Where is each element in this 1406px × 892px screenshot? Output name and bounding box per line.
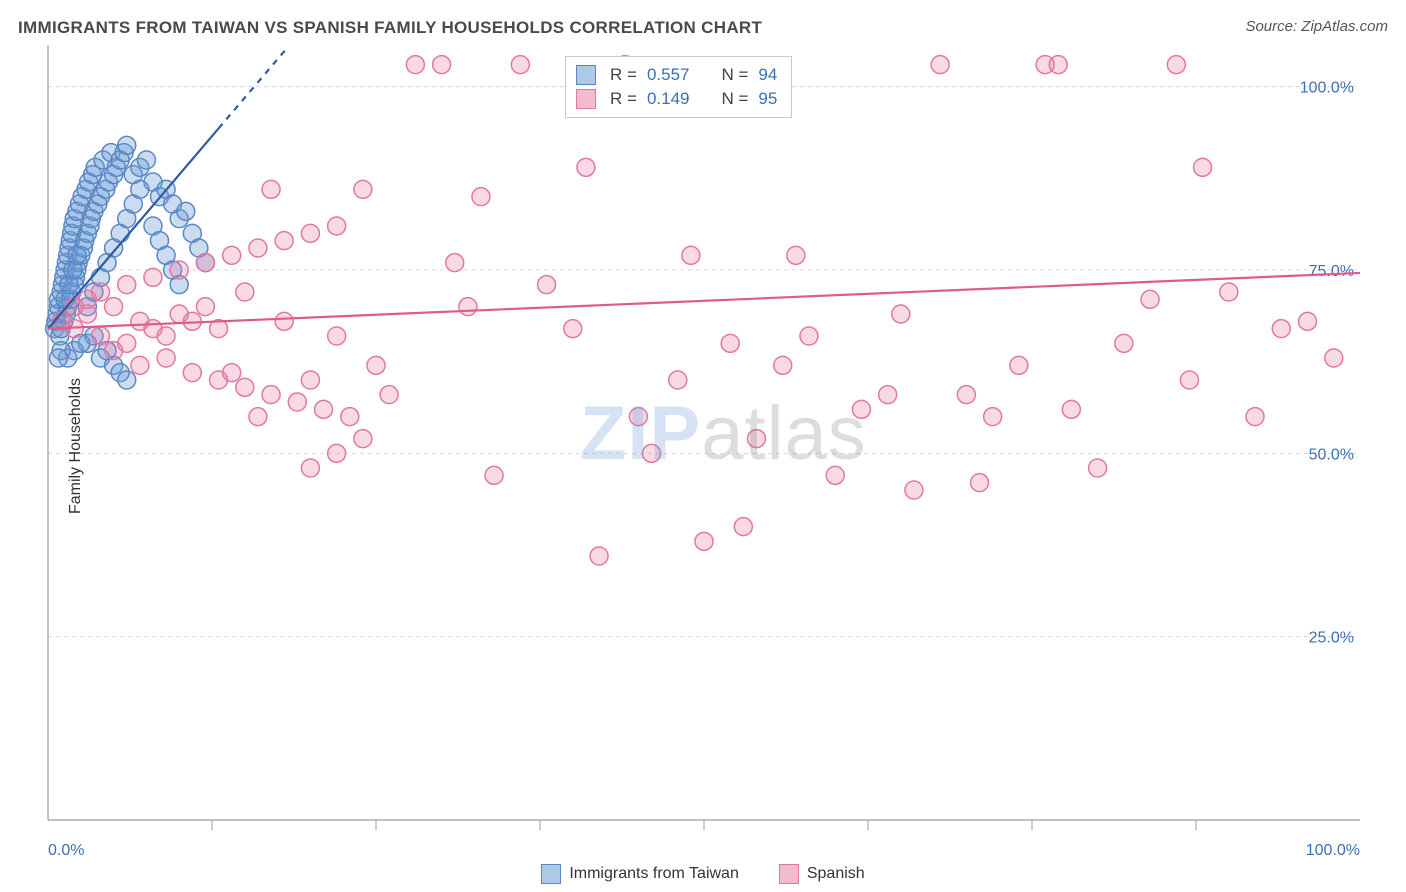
stats-label-n: N =: [721, 89, 748, 109]
stats-n-spanish: 95: [758, 89, 777, 109]
swatch-taiwan: [576, 65, 596, 85]
stats-r-taiwan: 0.557: [647, 65, 690, 85]
svg-text:100.0%: 100.0%: [1300, 80, 1354, 97]
legend-item-taiwan: Immigrants from Taiwan: [541, 864, 739, 884]
scatter-chart: 25.0% 50.0% 75.0% 100.0% 0.0% 100.0%: [0, 0, 1406, 892]
legend-item-spanish: Spanish: [779, 864, 865, 884]
chart-container: IMMIGRANTS FROM TAIWAN VS SPANISH FAMILY…: [0, 0, 1406, 892]
legend-label-taiwan: Immigrants from Taiwan: [569, 865, 739, 883]
svg-text:50.0%: 50.0%: [1309, 446, 1354, 463]
stats-r-spanish: 0.149: [647, 89, 690, 109]
swatch-spanish: [576, 89, 596, 109]
stats-n-taiwan: 94: [758, 65, 777, 85]
stats-label-r: R =: [610, 89, 637, 109]
chart-title: IMMIGRANTS FROM TAIWAN VS SPANISH FAMILY…: [18, 18, 762, 38]
y-axis-label: Family Households: [67, 378, 85, 514]
stats-row-taiwan: R = 0.557 N = 94: [576, 63, 777, 87]
svg-text:75.0%: 75.0%: [1309, 263, 1354, 280]
stats-label-n: N =: [721, 65, 748, 85]
stats-row-spanish: R = 0.149 N = 95: [576, 87, 777, 111]
correlation-stats-box: R = 0.557 N = 94 R = 0.149 N = 95: [565, 56, 792, 118]
svg-text:0.0%: 0.0%: [48, 842, 84, 859]
legend-swatch-taiwan: [541, 864, 561, 884]
legend-label-spanish: Spanish: [807, 865, 865, 883]
legend-swatch-spanish: [779, 864, 799, 884]
stats-label-r: R =: [610, 65, 637, 85]
legend-bottom: Immigrants from Taiwan Spanish: [0, 864, 1406, 884]
source-attribution: Source: ZipAtlas.com: [1245, 18, 1388, 35]
svg-text:100.0%: 100.0%: [1306, 842, 1360, 859]
svg-text:25.0%: 25.0%: [1309, 630, 1354, 647]
